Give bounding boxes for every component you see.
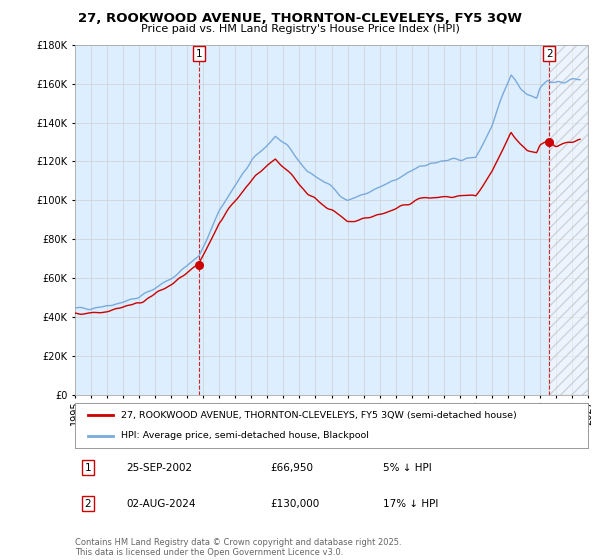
Text: 1: 1 <box>196 49 202 59</box>
Text: 2: 2 <box>546 49 553 59</box>
Bar <box>549 45 588 395</box>
Text: 27, ROOKWOOD AVENUE, THORNTON-CLEVELEYS, FY5 3QW: 27, ROOKWOOD AVENUE, THORNTON-CLEVELEYS,… <box>78 12 522 25</box>
Text: 25-SEP-2002: 25-SEP-2002 <box>127 463 193 473</box>
Text: Price paid vs. HM Land Registry's House Price Index (HPI): Price paid vs. HM Land Registry's House … <box>140 24 460 34</box>
Text: 1: 1 <box>85 463 91 473</box>
Text: HPI: Average price, semi-detached house, Blackpool: HPI: Average price, semi-detached house,… <box>121 431 369 440</box>
Text: 17% ↓ HPI: 17% ↓ HPI <box>383 499 438 509</box>
Text: 5% ↓ HPI: 5% ↓ HPI <box>383 463 431 473</box>
Text: 2: 2 <box>85 499 91 509</box>
Text: Contains HM Land Registry data © Crown copyright and database right 2025.
This d: Contains HM Land Registry data © Crown c… <box>75 538 401 557</box>
Text: £130,000: £130,000 <box>270 499 319 509</box>
Text: 02-AUG-2024: 02-AUG-2024 <box>127 499 196 509</box>
Text: £66,950: £66,950 <box>270 463 313 473</box>
Text: 27, ROOKWOOD AVENUE, THORNTON-CLEVELEYS, FY5 3QW (semi-detached house): 27, ROOKWOOD AVENUE, THORNTON-CLEVELEYS,… <box>121 411 517 420</box>
